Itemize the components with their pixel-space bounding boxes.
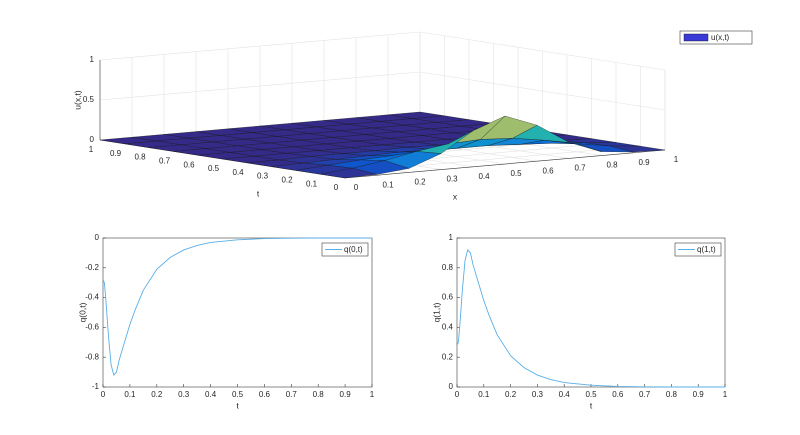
grid-line [419,71,666,111]
x-tick-label: 0 [101,390,106,399]
x-tick-label: 0.5 [510,169,522,178]
z-tick-label: 0 [90,135,95,144]
y-tick-label: -0.6 [85,323,99,332]
x-tick-label: 0.5 [585,390,597,399]
y-axis-label: t [257,188,260,198]
x-tick-label: 1 [674,155,679,164]
axes-box [102,237,373,388]
z-tick-label: 0.5 [83,95,95,104]
grid-line [419,31,666,71]
x-tick-label: 0.4 [559,390,571,399]
legend-label: q(0,t) [344,245,363,254]
y-tick-label: 0 [449,382,454,391]
x-tick-label: 0.3 [446,175,458,184]
x-tick-label: 0.5 [232,390,244,399]
x-tick-label: 0.6 [259,390,271,399]
x-tick-label: 0.7 [286,390,298,399]
y-tick-label: 0.2 [281,176,293,185]
x-tick-label: 0.9 [693,390,705,399]
y-tick-label: 0.6 [183,160,195,169]
x-tick-label: 0 [354,183,359,192]
legend-label: q(1,t) [697,245,716,254]
x-tick-label: 0.3 [532,390,544,399]
x-tick-label: 0.3 [178,390,190,399]
x-axis-label: t [236,400,239,410]
x-tick-label: 0.7 [574,164,586,173]
y-tick-label: 0 [334,183,339,192]
x-tick-label: 0.2 [414,178,426,187]
legend-swatch [683,33,709,42]
y-tick-label: 0.2 [442,352,454,361]
x-tick-label: 1 [723,390,728,399]
x-tick-label: 0.9 [340,390,352,399]
y-tick-label: 0.6 [442,293,454,302]
y-tick-label: -1 [92,382,100,391]
surface-cell [320,168,378,179]
legend-box [321,242,369,257]
x-tick-label: 0.2 [505,390,517,399]
x-axis-label: t [590,400,593,410]
x-tick-label: 0.4 [478,172,490,181]
y-tick-label: 0.5 [208,164,220,173]
x-tick-label: 0.7 [639,390,651,399]
z-axis-label: u(x,t) [72,90,82,110]
y-tick-label: -0.2 [85,263,99,272]
x-tick-label: 0.9 [638,158,650,167]
y-tick-label: 0.4 [442,323,454,332]
legend-box [674,242,722,257]
y-tick-label: 1 [89,145,94,154]
z-tick-label: 1 [90,55,95,64]
y-axis-label: q(0,t) [77,302,87,322]
y-axis-label: q(1,t) [431,302,441,322]
x-tick-label: 0.8 [313,390,325,399]
data-line [102,237,372,377]
x-tick-label: 0.1 [382,180,394,189]
x-tick-label: 0.6 [612,390,624,399]
y-tick-label: -0.8 [85,352,99,361]
y-tick-label: -0.4 [85,293,99,302]
y-tick-label: 0.7 [159,157,171,166]
x-tick-label: 0.1 [478,390,490,399]
y-tick-label: 0.4 [232,168,244,177]
y-tick-label: 1 [449,233,454,242]
x-tick-label: 1 [370,390,375,399]
x-tick-label: 0 [455,390,460,399]
x-tick-label: 0.2 [151,390,163,399]
y-tick-label: 0.9 [110,149,122,158]
y-tick-label: 0 [95,233,100,242]
x-tick-label: 0.8 [606,161,618,170]
grid-line [99,31,421,61]
data-line [456,248,725,388]
x-axis-label: x [453,191,458,201]
x-tick-label: 0.4 [205,390,217,399]
x-tick-label: 0.1 [124,390,136,399]
y-tick-label: 0.3 [257,172,269,181]
y-tick-label: 0.8 [134,153,146,162]
axes-box [456,237,726,388]
grid-line [99,71,421,101]
y-tick-label: 0.8 [442,263,454,272]
x-tick-label: 0.6 [542,166,554,175]
y-tick-label: 0.1 [306,179,318,188]
axis-line [344,149,666,179]
legend-label: u(x,t) [711,33,730,42]
x-tick-label: 0.8 [666,390,678,399]
